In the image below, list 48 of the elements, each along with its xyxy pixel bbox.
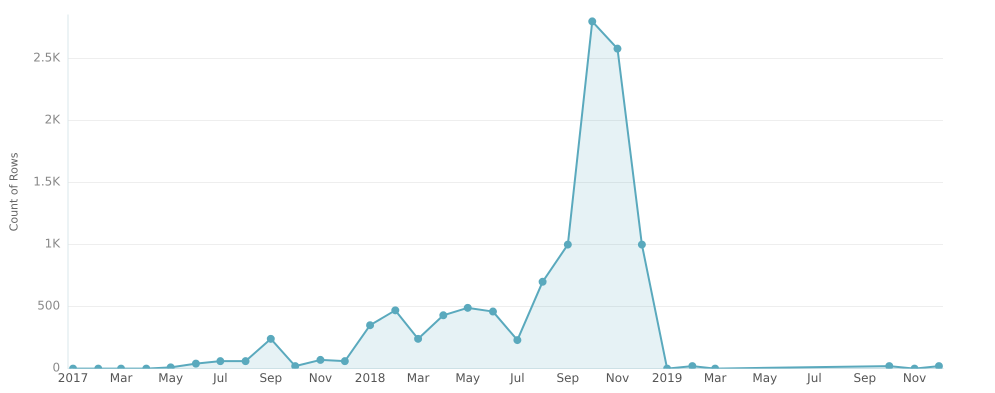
x-tick-label: Mar <box>110 370 132 385</box>
x-tick-label: Nov <box>308 370 332 385</box>
x-tick-label: Sep <box>259 370 282 385</box>
x-tick-label: 2018 <box>354 370 386 385</box>
x-tick-label: Nov <box>606 370 630 385</box>
point <box>488 308 497 316</box>
x-tick-label: May <box>455 370 480 385</box>
point <box>564 240 572 249</box>
x-tick-label: Jul <box>509 370 525 385</box>
point <box>414 334 422 343</box>
x-tick-label: Jul <box>212 370 228 385</box>
point <box>588 17 596 26</box>
point <box>242 357 250 366</box>
point <box>439 311 448 320</box>
x-tick-label: Mar <box>704 370 727 385</box>
point <box>266 334 275 343</box>
point <box>340 357 349 366</box>
y-tick-label: 2K <box>44 112 62 127</box>
point <box>613 44 622 53</box>
y-axis-title: Count of Rows <box>7 152 20 232</box>
y-tick-label: 2.5K <box>33 50 62 65</box>
x-tick-label: 2019 <box>652 370 682 385</box>
point <box>688 362 696 369</box>
x-tick-label: 2017 <box>58 370 88 385</box>
x-tick-label: Sep <box>556 370 580 385</box>
x-tick-label: Sep <box>854 370 876 385</box>
point <box>391 306 400 314</box>
point <box>538 278 547 286</box>
point <box>366 321 374 330</box>
point <box>216 357 224 366</box>
point <box>638 240 646 249</box>
x-tick-label: Nov <box>902 370 926 385</box>
point <box>464 304 472 312</box>
y-tick-label: 1.5K <box>33 174 62 189</box>
point <box>166 363 175 369</box>
point <box>291 362 300 369</box>
x-tick-label: Jul <box>806 370 822 385</box>
y-tick-label: 1K <box>44 236 62 251</box>
x-tick-label: Mar <box>406 370 430 385</box>
point <box>934 362 943 369</box>
y-tick-label: 500 <box>37 298 60 313</box>
y-tick-label: 0 <box>52 360 60 375</box>
point <box>316 356 324 364</box>
x-tick-label: May <box>158 370 184 385</box>
point <box>192 360 200 368</box>
point <box>885 362 894 369</box>
x-tick-label: May <box>752 370 778 385</box>
point <box>513 336 522 344</box>
